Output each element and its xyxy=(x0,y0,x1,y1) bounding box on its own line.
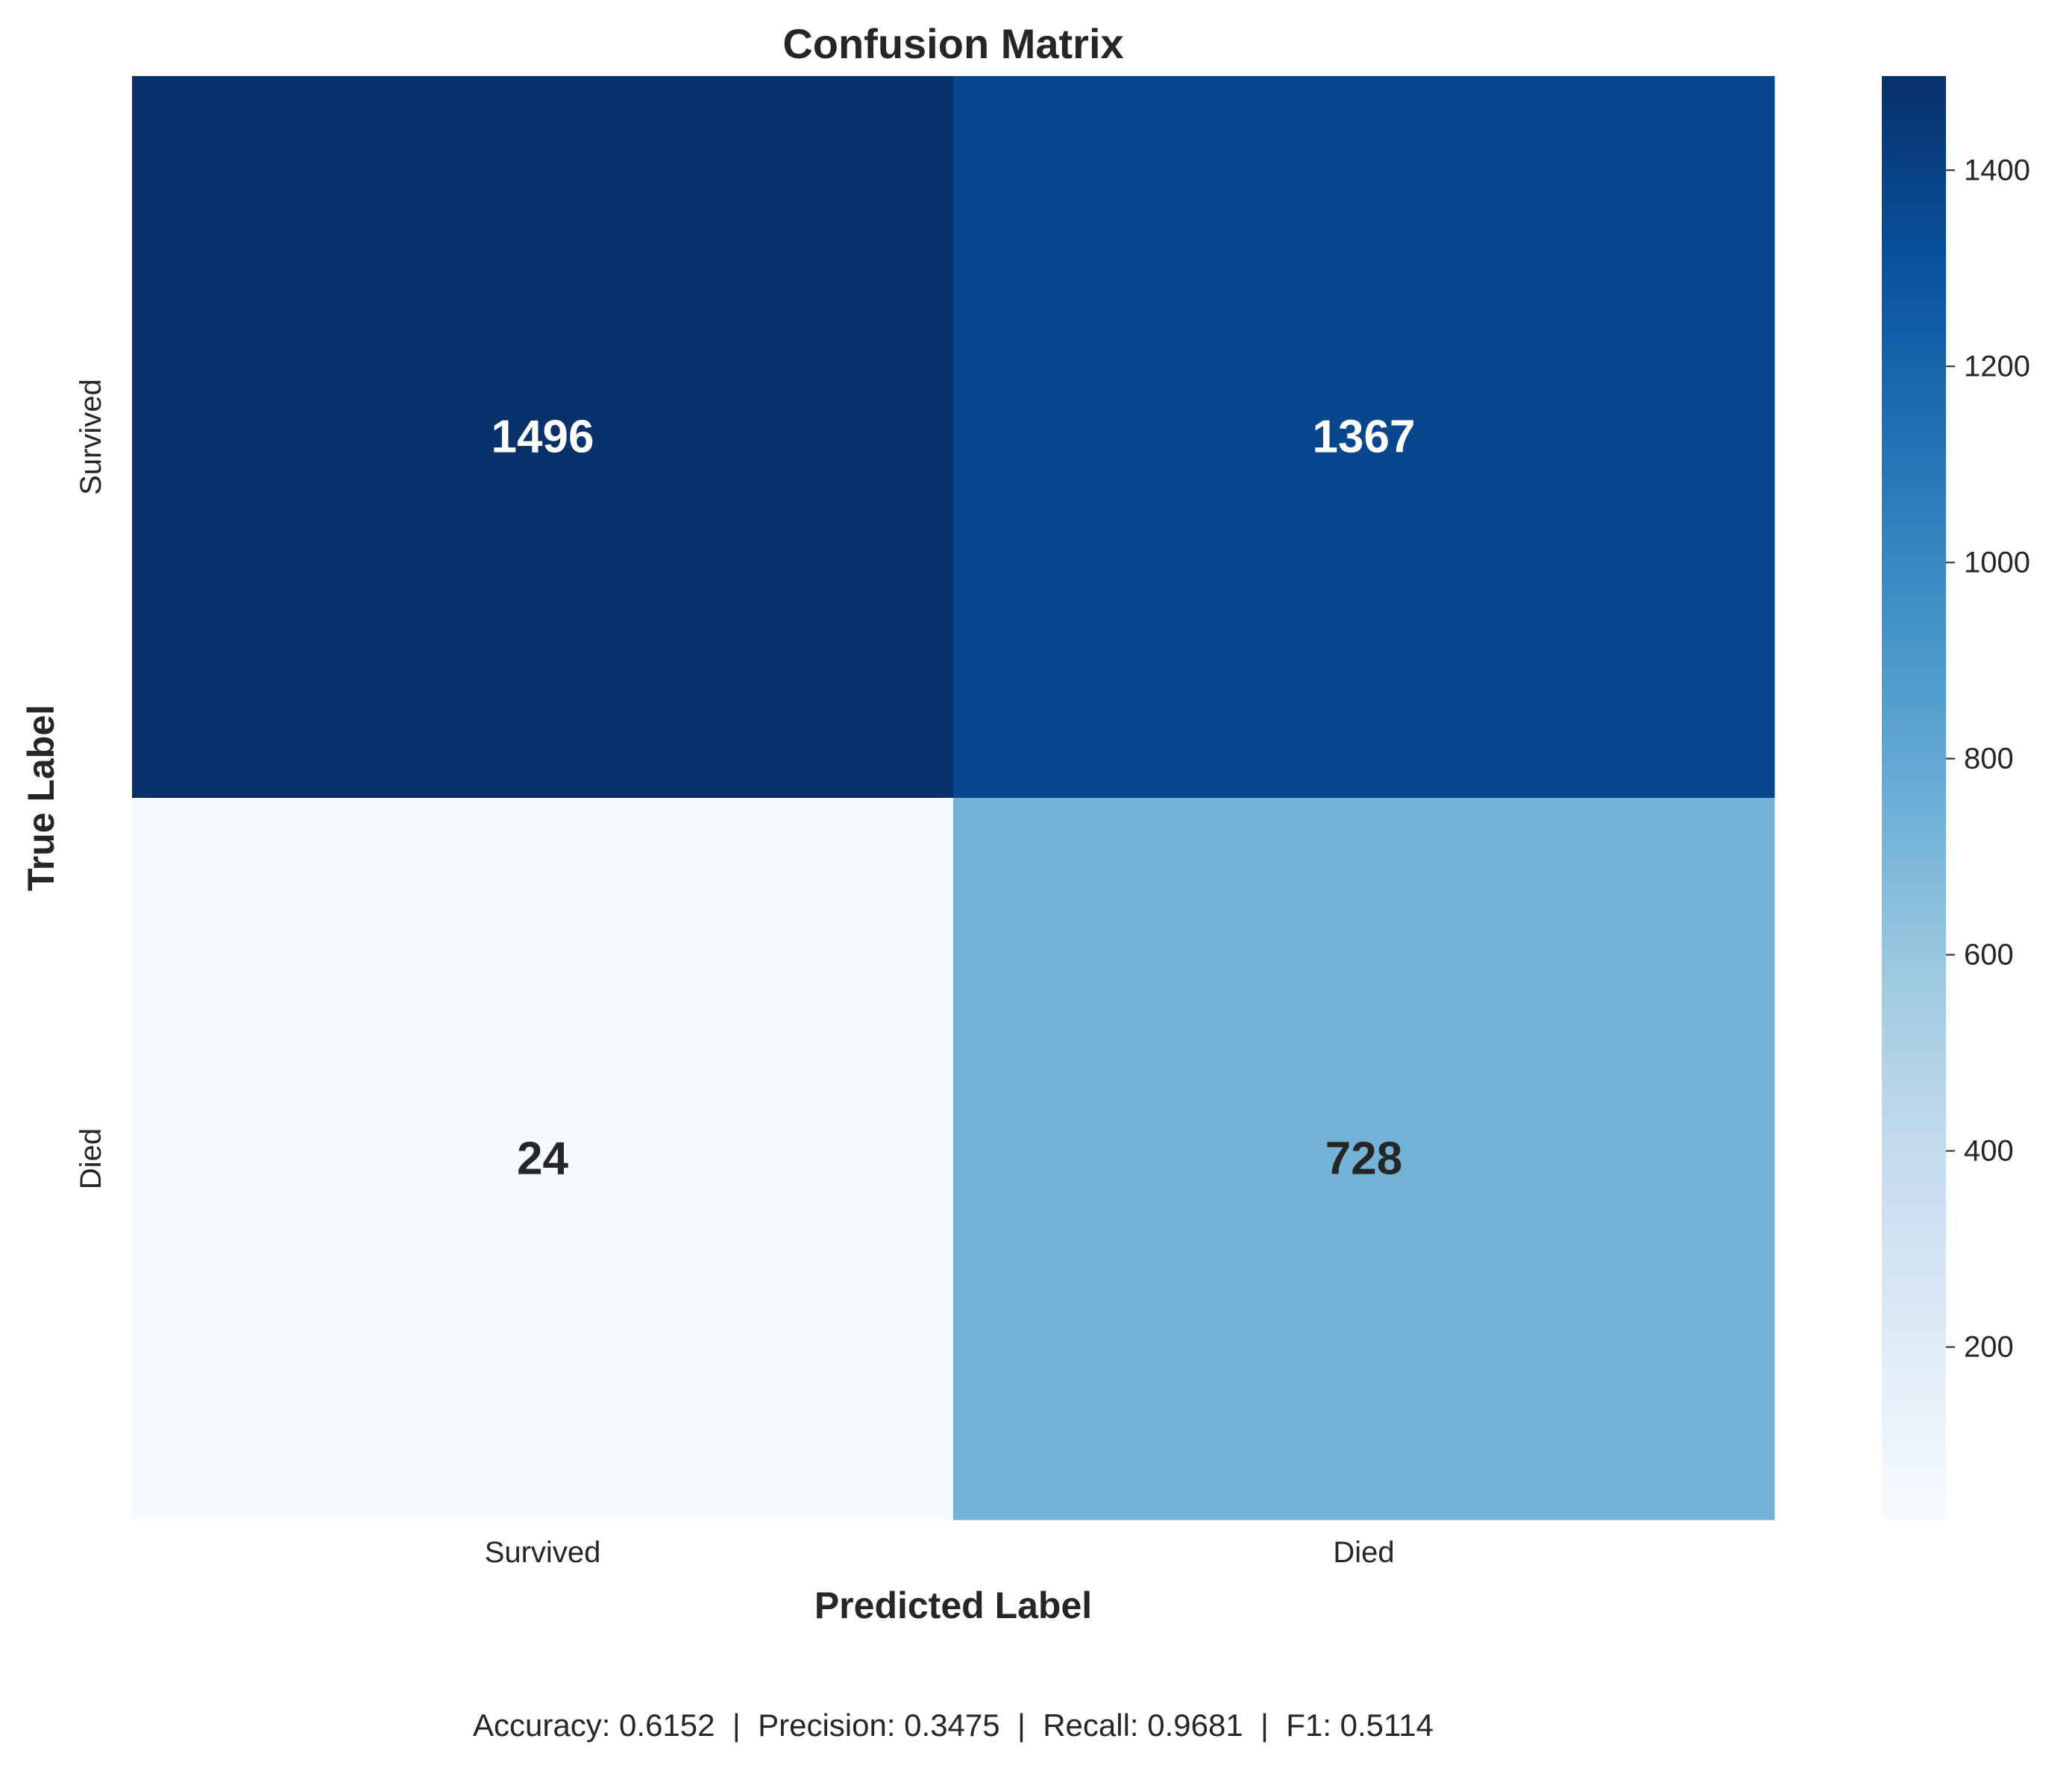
heatmap-cell-labels: 1496 1367 24 728 xyxy=(492,412,1416,1185)
colorbar-tick-label: 1400 xyxy=(1964,154,2030,186)
cell-value-label: 1367 xyxy=(1313,412,1416,463)
colorbar xyxy=(1882,76,1946,1520)
colorbar-tick-label: 1000 xyxy=(1964,546,2030,579)
cell-value-label: 24 xyxy=(517,1133,568,1185)
heatmap-cells xyxy=(132,76,1775,1520)
cell-value-label: 1496 xyxy=(492,412,594,463)
y-tick-label: Survived xyxy=(75,379,107,495)
colorbar-tick-label: 400 xyxy=(1964,1134,2014,1167)
colorbar-tick-label: 1200 xyxy=(1964,350,2030,383)
metrics-footer: Accuracy: 0.6152 | Precision: 0.3475 | R… xyxy=(473,1708,1434,1743)
colorbar-tick-label: 800 xyxy=(1964,742,2014,775)
y-tick-labels: Survived Died xyxy=(75,379,107,1189)
heatmap-cell-0-0 xyxy=(132,76,954,799)
colorbar-tick-label: 200 xyxy=(1964,1331,2014,1364)
x-tick-label: Died xyxy=(1333,1536,1394,1569)
x-axis-label: Predicted Label xyxy=(814,1585,1092,1626)
chart-title: Confusion Matrix xyxy=(782,20,1123,67)
heatmap-cell-0-1 xyxy=(953,76,1775,799)
colorbar-tick-label: 600 xyxy=(1964,938,2014,971)
y-axis-label: True Label xyxy=(20,705,62,891)
y-tick-label: Died xyxy=(75,1128,107,1189)
cell-value-label: 728 xyxy=(1325,1133,1402,1185)
heatmap-cell-1-0 xyxy=(132,798,954,1520)
x-tick-labels: Survived Died xyxy=(485,1536,1395,1569)
heatmap-cell-1-1 xyxy=(953,798,1775,1520)
x-tick-label: Survived xyxy=(485,1536,601,1569)
colorbar-ticks: 200 400 600 800 1000 1200 1400 xyxy=(1946,154,2030,1364)
